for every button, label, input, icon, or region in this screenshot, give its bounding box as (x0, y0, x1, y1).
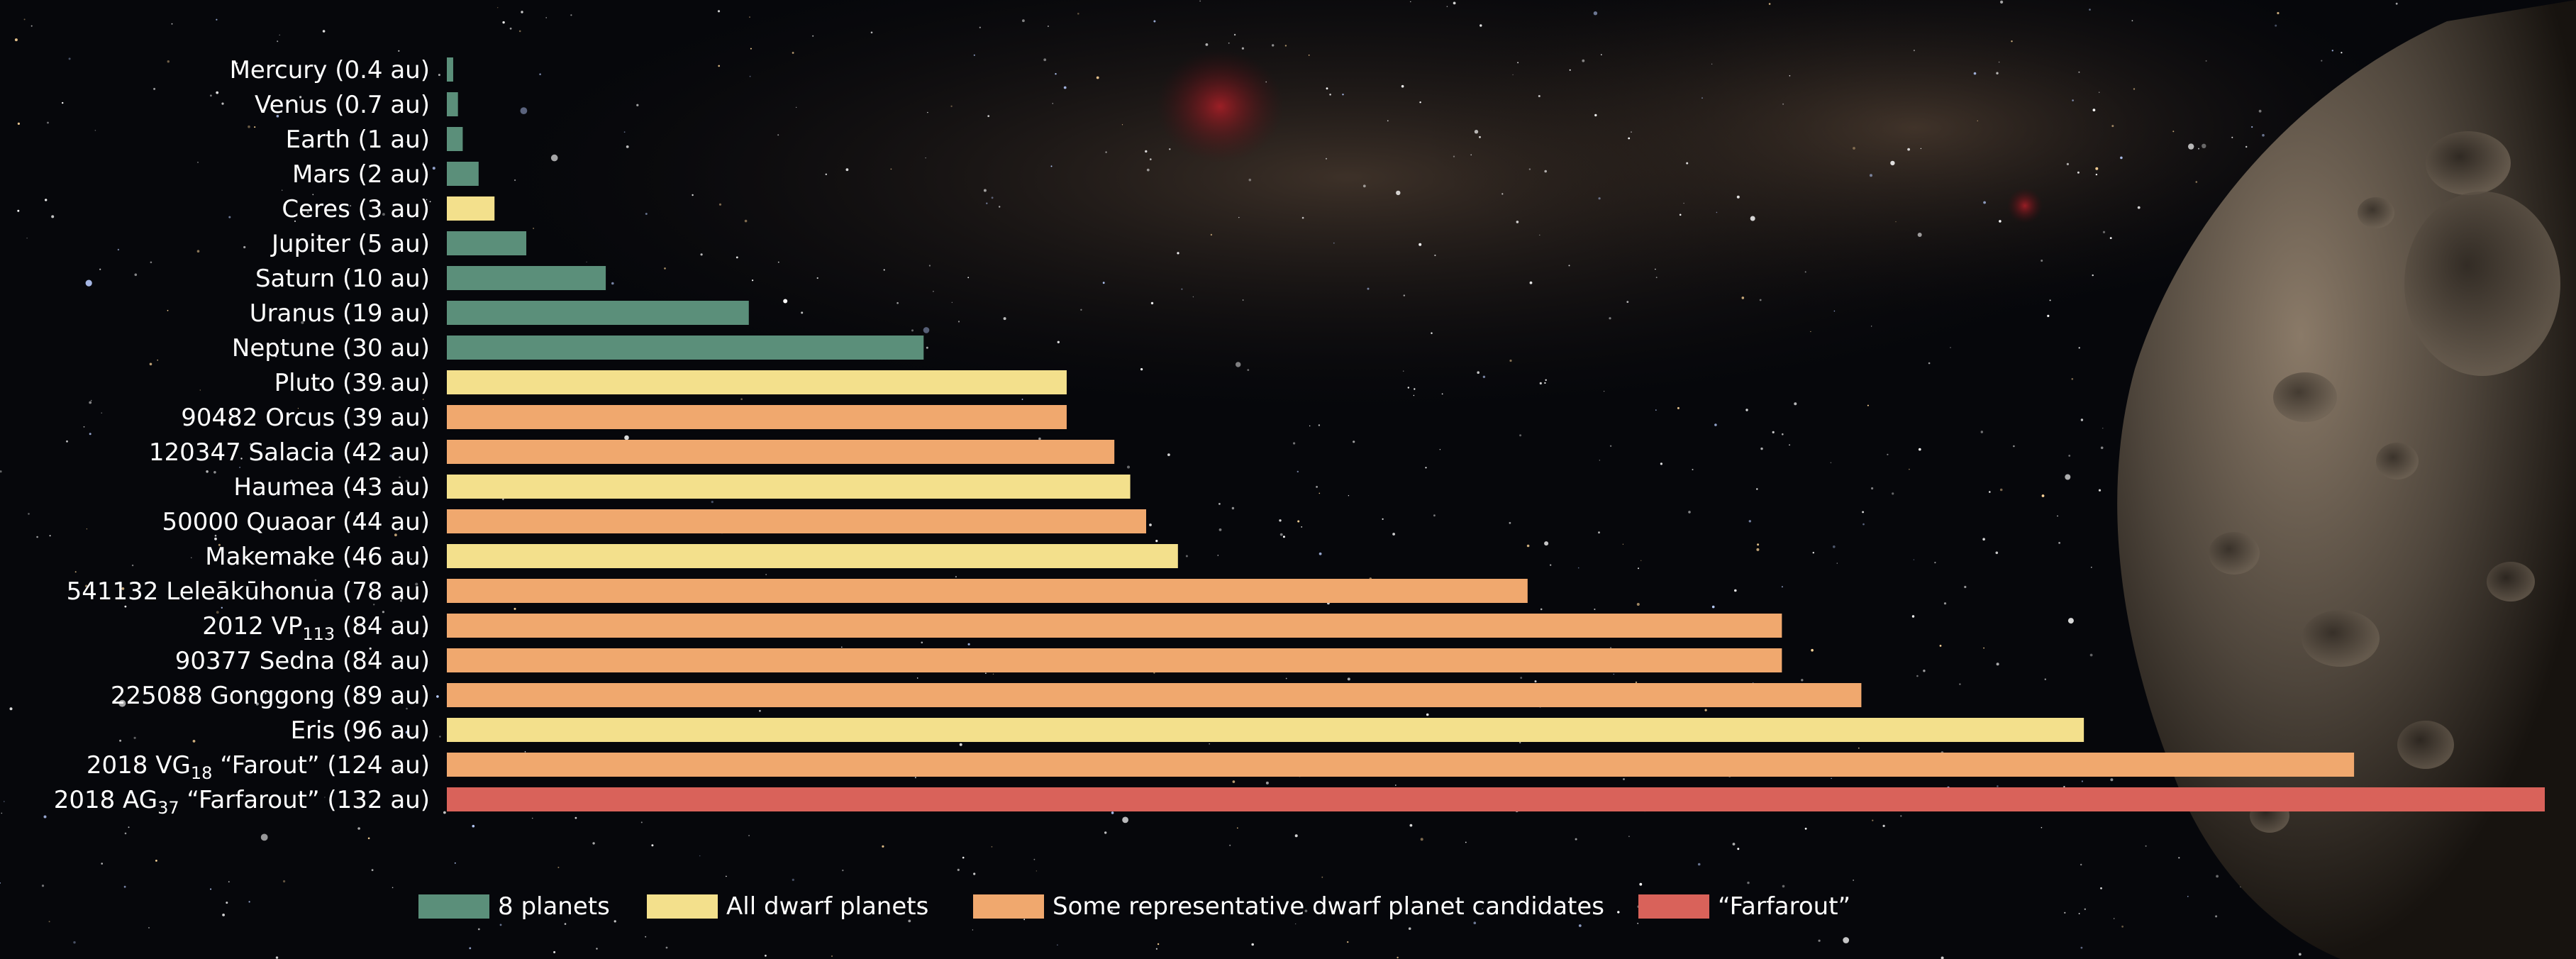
bar-label: 120347 Salacia (42 au) (149, 438, 430, 467)
bar (447, 753, 2355, 777)
bar-label: 90482 Orcus (39 au) (181, 404, 430, 432)
bar-label: 541132 Leleākūhonua (78 au) (67, 577, 430, 606)
bar (447, 509, 1146, 533)
bar-label: Neptune (30 au) (232, 334, 430, 362)
bar (447, 57, 453, 82)
bar-label: Pluto (39 au) (274, 369, 430, 397)
bar (447, 787, 2545, 811)
bar (447, 648, 1782, 672)
bar-label: 225088 Gonggong (89 au) (111, 682, 430, 710)
bar-label: Saturn (10 au) (255, 265, 430, 293)
legend-label: “Farfarout” (1718, 892, 1851, 921)
bar-label: 2018 VG18 “Farout” (124 au) (87, 751, 430, 783)
legend-swatch (647, 894, 718, 919)
bar (447, 231, 527, 255)
legend-label: All dwarf planets (726, 892, 929, 921)
bar (447, 127, 463, 151)
bar-label: 90377 Sedna (84 au) (175, 647, 430, 675)
bar-label: Earth (1 au) (286, 126, 430, 154)
bar-label: Uranus (19 au) (250, 299, 430, 328)
bar-label: Ceres (3 au) (282, 195, 430, 223)
bar (447, 162, 479, 186)
bar (447, 266, 606, 290)
bar-label: Makemake (46 au) (205, 543, 430, 571)
bar (447, 579, 1528, 603)
bar-label: 2018 AG37 “Farfarout” (132 au) (54, 786, 430, 818)
bar-label: 50000 Quaoar (44 au) (162, 508, 430, 536)
asteroid-image (2117, 0, 2576, 959)
bar-label: Mars (2 au) (292, 160, 430, 189)
legend-swatch (973, 894, 1044, 919)
bar-label: Jupiter (5 au) (270, 230, 430, 258)
legend-item: All dwarf planets (647, 885, 928, 928)
bar (447, 301, 749, 325)
bar-label: Haumea (43 au) (233, 473, 430, 501)
bar (447, 683, 1862, 707)
bar (447, 614, 1782, 638)
bar (447, 92, 458, 116)
bar (447, 405, 1067, 429)
bar (447, 475, 1131, 499)
bar-label: Eris (96 au) (291, 716, 430, 745)
bar (447, 336, 924, 360)
bar (447, 718, 2084, 742)
legend-swatch (418, 894, 489, 919)
category-labels: Mercury (0.4 au) Venus (0.7 au) Earth (1 a… (54, 56, 430, 818)
legend-item: 8 planets (418, 885, 610, 928)
bar-label: Mercury (0.4 au) (230, 56, 430, 84)
bar (447, 440, 1115, 464)
bar (447, 370, 1067, 394)
bar-label: Venus (0.7 au) (255, 91, 430, 119)
legend-item: Some representative dwarf planet candida… (973, 885, 1604, 928)
legend-swatch (1638, 894, 1709, 919)
legend-label: Some representative dwarf planet candida… (1053, 892, 1605, 921)
legend-label: 8 planets (498, 892, 610, 921)
bar (447, 196, 495, 221)
bars (447, 57, 2545, 811)
legend-item: “Farfarout” (1638, 885, 1850, 928)
bar-label: 2012 VP113 (84 au) (202, 612, 430, 644)
bar (447, 544, 1178, 568)
